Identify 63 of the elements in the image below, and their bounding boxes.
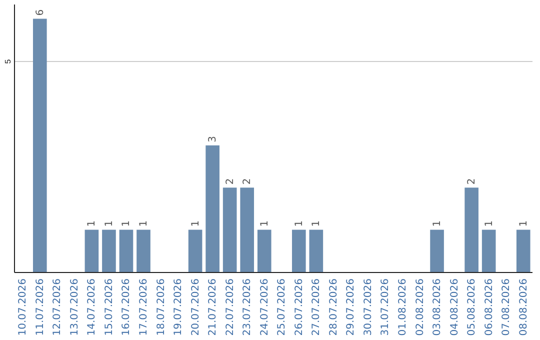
x-tick-label: 24.07.2026 [259,278,270,336]
bar [240,188,254,272]
bar [32,18,47,272]
data-label: 2 [242,178,254,185]
x-tick-label: 23.07.2026 [242,278,254,336]
x-tick-label: 04.08.2026 [449,278,460,336]
bar [292,230,306,272]
data-label: 2 [466,178,478,185]
x-tick-label: 01.08.2026 [398,278,408,336]
x-tick-label: 03.08.2026 [432,278,444,336]
bar [482,230,496,272]
data-label: 1 [432,220,444,227]
x-tick-label: 11.07.2026 [34,278,46,336]
x-tick-label: 05.08.2026 [466,278,478,336]
x-tick-label: 15.07.2026 [104,278,115,336]
bar [84,230,99,272]
data-label: 1 [518,220,530,227]
data-label: 6 [34,9,46,16]
x-tick-label: 13.07.2026 [69,278,80,336]
x-tick-label: 28.07.2026 [328,278,340,336]
data-label: 1 [121,220,132,227]
bar [309,230,324,272]
x-tick-label: 21.07.2026 [208,278,219,336]
bar [136,230,150,272]
data-label: 3 [208,136,219,142]
x-tick-label: 10.07.2026 [18,278,29,336]
data-label: 1 [484,220,495,227]
x-tick-label: 18.07.2026 [156,278,167,336]
data-label: 1 [86,220,98,227]
bar [516,230,530,272]
bar [188,230,202,272]
bar [257,230,272,272]
x-tick-label: 14.07.2026 [86,278,98,336]
x-tick-label: 29.07.2026 [346,278,357,336]
data-label: 2 [224,178,236,185]
x-tick-label: 07.08.2026 [501,278,512,336]
data-label: 1 [259,220,270,227]
data-label: 1 [138,220,150,227]
bar [206,145,220,272]
x-tick-label: 25.07.2026 [276,278,288,336]
x-tick-label: 27.07.2026 [311,278,322,336]
x-tick-label: 12.07.2026 [52,278,64,336]
x-tick-label: 30.07.2026 [362,278,374,336]
data-label: 1 [104,220,115,227]
bar [430,230,444,272]
bar [102,230,116,272]
bar [464,188,478,272]
x-tick-label: 16.07.2026 [121,278,132,336]
y-tick-label: 5 [4,58,12,64]
data-label: 1 [190,220,202,227]
bar [119,230,134,272]
x-tick-label: 31.07.2026 [380,278,392,336]
bar [222,188,237,272]
x-tick-label: 20.07.2026 [190,278,202,336]
x-tick-label: 17.07.2026 [138,278,150,336]
x-tick-label: 08.08.2026 [518,278,530,336]
data-label: 1 [294,220,305,227]
x-tick-label: 02.08.2026 [414,278,426,336]
x-tick-label: 22.07.2026 [224,278,236,336]
x-tick-label: 19.07.2026 [173,278,184,336]
x-tick-label: 06.08.2026 [484,278,495,336]
x-tick-label: 26.07.2026 [294,278,305,336]
data-label: 1 [311,220,322,227]
